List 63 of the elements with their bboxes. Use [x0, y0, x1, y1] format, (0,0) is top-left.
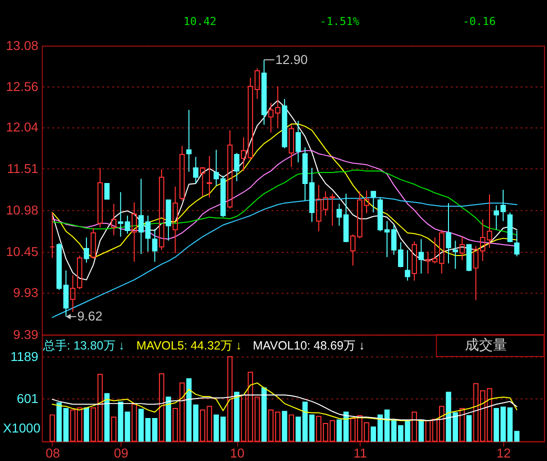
text: 总手: 13.80万 ↓: [42, 338, 125, 353]
bar: [111, 416, 116, 442]
candlestick: [104, 182, 110, 200]
bar: [227, 356, 233, 442]
candlestick: [282, 98, 288, 149]
annotation: 9.62: [77, 308, 102, 324]
line-series: [52, 394, 518, 422]
bar: [460, 408, 465, 442]
bar: [132, 404, 137, 442]
text: -1.51%: [320, 14, 360, 28]
candlestick: [193, 156, 198, 184]
y-tick-label: 10.45: [6, 244, 38, 260]
y-tick-label: 11.51: [6, 161, 38, 176]
bar: [50, 414, 55, 442]
candlestick: [206, 156, 212, 198]
x-tick-label: 10: [230, 446, 244, 461]
x-tick-label: 11: [353, 446, 367, 461]
y-tick-label: 12.56: [6, 78, 38, 94]
candlestick: [460, 236, 465, 261]
y-axis-title: X1000: [2, 420, 40, 436]
y-tick-label: 601: [16, 391, 38, 406]
text: 10.42: [184, 14, 216, 28]
bar: [466, 415, 472, 442]
y-tick-label: 10.98: [6, 202, 38, 218]
candlestick: [370, 190, 376, 213]
bar: [84, 407, 90, 442]
candlestick: [111, 203, 116, 236]
text: MAVOL10: 48.69万 ↓: [252, 338, 365, 353]
text: -0.16: [462, 14, 496, 28]
candlestick: [166, 199, 172, 242]
bar: [234, 392, 240, 442]
y-tick-label: 9.93: [13, 284, 38, 300]
y-tick-label: 9.39: [13, 327, 38, 342]
candlestick: [261, 59, 267, 126]
bar: [418, 419, 424, 442]
bar: [200, 409, 206, 442]
bar: [282, 410, 288, 442]
annotation: 成交量: [465, 336, 508, 353]
y-tick-label: 1189: [10, 349, 38, 364]
candlestick: [446, 202, 452, 264]
y-tick-label: 13.08: [6, 38, 38, 54]
x-tick-label: 08: [46, 446, 60, 461]
candlestick: [70, 274, 76, 312]
y-tick-label: 12.04: [6, 120, 38, 135]
bar: [261, 387, 267, 442]
bar: [412, 412, 418, 442]
candlestick: [418, 238, 424, 274]
candlestick: [132, 202, 137, 262]
line-series: [52, 382, 518, 422]
bar: [166, 396, 172, 442]
text: MAVOL5: 44.32万 ↓: [136, 338, 242, 353]
candlestick: [172, 186, 178, 254]
bar: [104, 393, 110, 442]
x-tick-label: 12: [496, 446, 511, 461]
line-series: [52, 100, 518, 280]
bar: [158, 373, 164, 442]
candlestick: [186, 109, 192, 172]
x-tick-label: 09: [114, 446, 128, 461]
bar: [288, 414, 294, 442]
bar: [206, 406, 212, 442]
candlestick: [296, 120, 301, 163]
annotation: 12.90: [275, 52, 308, 67]
candlestick: [452, 240, 458, 270]
